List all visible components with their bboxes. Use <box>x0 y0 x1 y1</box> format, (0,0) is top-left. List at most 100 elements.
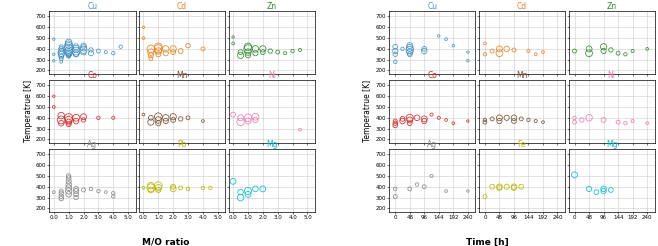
Point <box>480 42 490 46</box>
Point <box>509 186 519 190</box>
Point <box>71 187 82 191</box>
Point <box>434 116 444 120</box>
Point <box>265 49 276 53</box>
Point <box>419 49 430 53</box>
Point <box>56 118 66 122</box>
Point <box>463 59 473 63</box>
Point <box>236 116 246 120</box>
Point <box>108 51 118 55</box>
Point <box>228 179 238 183</box>
Point <box>78 48 89 52</box>
Point <box>236 53 246 57</box>
Point <box>236 190 246 194</box>
Point <box>228 113 238 117</box>
Point <box>494 47 505 51</box>
Point <box>49 94 59 98</box>
Point <box>145 116 156 120</box>
Point <box>108 191 118 195</box>
Point <box>78 188 89 192</box>
Point <box>405 50 415 54</box>
Point <box>390 45 401 49</box>
Point <box>480 118 490 122</box>
Point <box>197 186 208 190</box>
Point <box>441 118 451 122</box>
Point <box>78 118 89 122</box>
Title: Mg: Mg <box>606 140 617 149</box>
Point <box>71 192 82 196</box>
Point <box>390 52 401 56</box>
Point <box>272 50 283 54</box>
Title: Pb: Pb <box>178 140 187 149</box>
Title: Zn: Zn <box>266 2 277 11</box>
Point <box>175 186 186 190</box>
Point <box>145 47 156 51</box>
Point <box>86 187 96 191</box>
Point <box>56 45 66 49</box>
Title: Co: Co <box>427 71 437 80</box>
Point <box>63 192 74 196</box>
Point <box>530 52 541 56</box>
Point <box>243 45 253 49</box>
Point <box>620 121 630 125</box>
Point <box>49 59 59 63</box>
Point <box>153 52 164 56</box>
Point <box>228 42 238 46</box>
Point <box>49 105 59 109</box>
Point <box>480 195 490 199</box>
Point <box>56 52 66 56</box>
Point <box>63 186 74 190</box>
Point <box>530 119 541 123</box>
Point <box>463 119 473 123</box>
Point <box>183 116 193 120</box>
Point <box>168 47 178 51</box>
Point <box>295 128 305 132</box>
Point <box>71 52 82 56</box>
Point <box>63 50 74 54</box>
Point <box>598 187 609 191</box>
Point <box>63 51 74 55</box>
Point <box>71 119 82 123</box>
Point <box>86 51 96 55</box>
Point <box>426 174 437 178</box>
Point <box>405 121 415 125</box>
Point <box>145 184 156 188</box>
Point <box>463 189 473 193</box>
Point <box>49 52 59 56</box>
Point <box>63 52 74 56</box>
Point <box>63 122 74 126</box>
Point <box>397 119 408 123</box>
Point <box>523 118 534 122</box>
Point <box>71 196 82 200</box>
Point <box>56 47 66 51</box>
Point <box>63 174 74 178</box>
Point <box>236 120 246 124</box>
Point <box>448 44 459 48</box>
Point <box>71 51 82 55</box>
Point <box>161 119 171 123</box>
Point <box>501 47 512 51</box>
Point <box>494 119 505 123</box>
Point <box>501 116 512 120</box>
Point <box>494 185 505 189</box>
Point <box>63 49 74 53</box>
Title: Ag: Ag <box>88 140 97 149</box>
Point <box>236 196 246 200</box>
Title: Cu: Cu <box>427 2 438 11</box>
Point <box>390 119 401 123</box>
Point <box>523 49 534 53</box>
Point <box>138 186 149 190</box>
Point <box>145 186 156 190</box>
Point <box>71 116 82 120</box>
Title: Fe: Fe <box>518 140 526 149</box>
Point <box>569 173 580 177</box>
Point <box>205 186 216 190</box>
Point <box>108 195 118 199</box>
Point <box>145 120 156 124</box>
Point <box>598 118 609 122</box>
Title: Mn: Mn <box>517 71 528 80</box>
Point <box>56 51 66 55</box>
Point <box>426 113 437 117</box>
Point <box>138 25 149 29</box>
Point <box>412 183 422 186</box>
Point <box>63 120 74 124</box>
